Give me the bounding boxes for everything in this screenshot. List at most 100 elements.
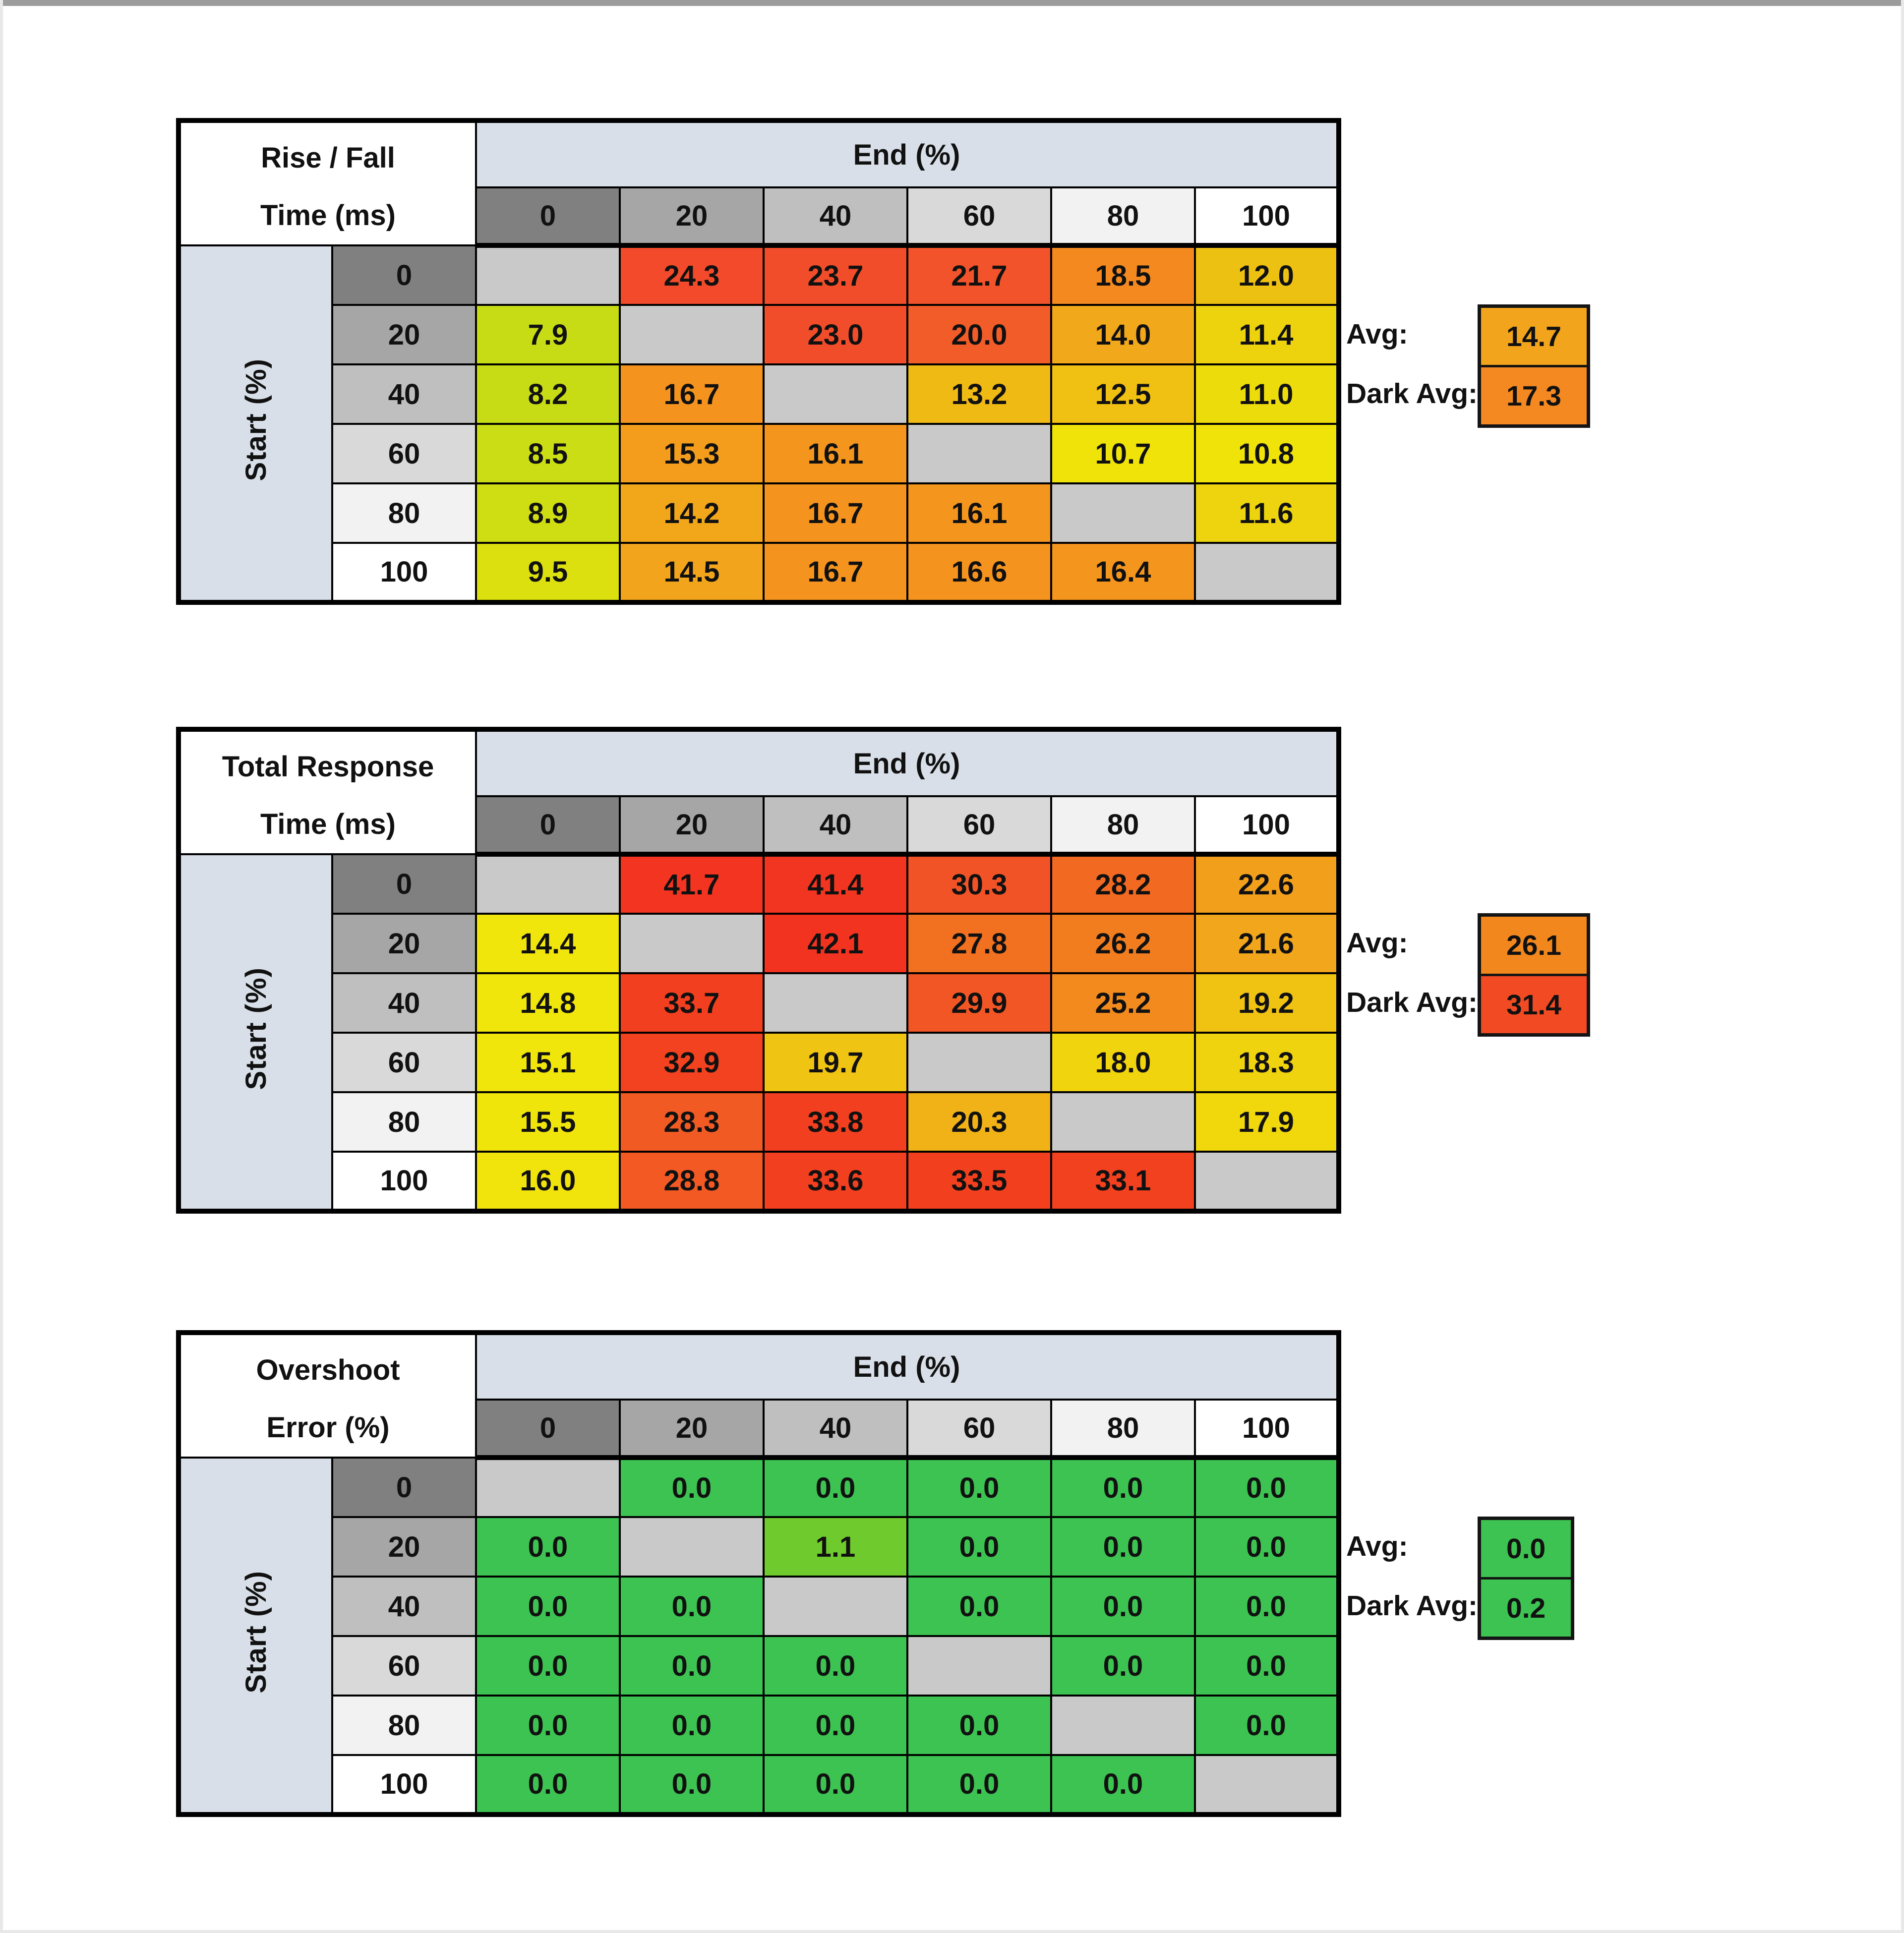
total-response-averages: Avg: Dark Avg: 26.1 31.4: [1346, 913, 1590, 1037]
dark-avg-value: 17.3: [1478, 365, 1590, 427]
data-cell: 24.3: [619, 244, 765, 306]
diagonal-blank-cell: [1194, 1151, 1340, 1212]
data-cell: 0.0: [1194, 1516, 1340, 1578]
data-cell: 0.0: [1194, 1635, 1340, 1697]
diagonal-blank-cell: [475, 853, 621, 915]
data-cell: 33.5: [906, 1151, 1052, 1212]
row-header-0: 0: [331, 244, 477, 306]
data-cell: 27.8: [906, 913, 1052, 974]
data-cell: 0.0: [906, 1695, 1052, 1756]
data-cell: 23.7: [763, 244, 908, 306]
table-title: Overshoot Error (%): [178, 1332, 477, 1459]
diagonal-blank-cell: [1050, 1091, 1196, 1153]
data-cell: 33.8: [763, 1091, 908, 1153]
column-header-60: 60: [906, 186, 1052, 248]
data-cell: 30.3: [906, 853, 1052, 915]
data-cell: 14.5: [619, 542, 765, 603]
row-header-100: 100: [331, 542, 477, 603]
avg-value-box: 26.1 31.4: [1478, 913, 1590, 1037]
data-cell: 19.2: [1194, 972, 1340, 1034]
table-title-line2: Time (ms): [260, 808, 396, 840]
avg-value-box: 0.0 0.2: [1478, 1517, 1575, 1640]
data-cell: 26.2: [1050, 913, 1196, 974]
start-axis-label: Start (%): [178, 1457, 333, 1816]
data-cell: 0.0: [1194, 1457, 1340, 1518]
data-cell: 41.7: [619, 853, 765, 915]
rise-fall-section: Rise / Fall Time (ms) End (%) 0 20 40 60 80 1…: [176, 118, 1590, 605]
avg-label: Avg:: [1346, 318, 1408, 350]
avg-value: 0.0: [1478, 1517, 1574, 1580]
diagonal-blank-cell: [763, 363, 908, 425]
data-cell: 8.9: [475, 482, 621, 544]
column-header-100: 100: [1194, 186, 1340, 248]
data-cell: 14.2: [619, 482, 765, 544]
diagonal-blank-cell: [906, 1635, 1052, 1697]
diagonal-blank-cell: [1050, 482, 1196, 544]
row-header-80: 80: [331, 1695, 477, 1756]
data-cell: 20.0: [906, 304, 1052, 365]
row-header-0: 0: [331, 1457, 477, 1518]
overshoot-table: Overshoot Error (%) End (%) 0 20 40 60 80 100…: [176, 1330, 1341, 1817]
data-cell: 1.1: [763, 1516, 908, 1578]
data-cell: 16.1: [906, 482, 1052, 544]
data-cell: 0.0: [475, 1695, 621, 1756]
row-header-80: 80: [331, 482, 477, 544]
data-cell: 16.1: [763, 423, 908, 484]
row-header-40: 40: [331, 1576, 477, 1637]
data-cell: 42.1: [763, 913, 908, 974]
data-cell: 28.8: [619, 1151, 765, 1212]
data-cell: 0.0: [619, 1576, 765, 1637]
data-cell: 7.9: [475, 304, 621, 365]
data-cell: 16.7: [763, 482, 908, 544]
data-cell: 0.0: [619, 1754, 765, 1816]
data-cell: 28.3: [619, 1091, 765, 1153]
row-header-20: 20: [331, 1516, 477, 1578]
data-cell: 16.0: [475, 1151, 621, 1212]
avg-value: 26.1: [1478, 914, 1590, 976]
data-cell: 18.5: [1050, 244, 1196, 306]
data-cell: 33.6: [763, 1151, 908, 1212]
data-cell: 15.5: [475, 1091, 621, 1153]
diagonal-blank-cell: [1050, 1695, 1196, 1756]
column-header-0: 0: [475, 1399, 621, 1460]
column-header-40: 40: [763, 1399, 908, 1460]
rise-fall-table: Rise / Fall Time (ms) End (%) 0 20 40 60 80 1…: [176, 118, 1341, 605]
table-title-line1: Overshoot: [256, 1353, 400, 1386]
data-cell: 18.0: [1050, 1032, 1196, 1093]
end-axis-label: End (%): [475, 1332, 1340, 1401]
column-header-0: 0: [475, 186, 621, 248]
column-header-40: 40: [763, 795, 908, 857]
table-title-line2: Time (ms): [260, 199, 396, 232]
data-cell: 12.5: [1050, 363, 1196, 425]
row-header-40: 40: [331, 363, 477, 425]
table-title-line1: Total Response: [222, 750, 434, 783]
diagonal-blank-cell: [619, 304, 765, 365]
data-cell: 15.3: [619, 423, 765, 484]
end-axis-label: End (%): [475, 728, 1340, 797]
end-axis-label: End (%): [475, 119, 1340, 188]
table-title: Total Response Time (ms): [178, 728, 477, 855]
data-cell: 8.5: [475, 423, 621, 484]
data-cell: 16.6: [906, 542, 1052, 603]
row-header-60: 60: [331, 1032, 477, 1093]
data-cell: 19.7: [763, 1032, 908, 1093]
data-cell: 0.0: [1194, 1695, 1340, 1756]
data-cell: 32.9: [619, 1032, 765, 1093]
column-header-60: 60: [906, 1399, 1052, 1460]
data-cell: 11.6: [1194, 482, 1340, 544]
start-axis-label: Start (%): [178, 244, 333, 603]
dark-avg-label: Dark Avg:: [1346, 378, 1478, 410]
column-header-60: 60: [906, 795, 1052, 857]
data-cell: 0.0: [475, 1635, 621, 1697]
column-header-80: 80: [1050, 186, 1196, 248]
data-cell: 0.0: [475, 1754, 621, 1816]
start-axis-label: Start (%): [178, 853, 333, 1212]
data-cell: 15.1: [475, 1032, 621, 1093]
row-header-20: 20: [331, 304, 477, 365]
data-cell: 0.0: [1194, 1576, 1340, 1637]
diagonal-blank-cell: [906, 423, 1052, 484]
data-cell: 8.2: [475, 363, 621, 425]
data-cell: 14.4: [475, 913, 621, 974]
data-cell: 10.7: [1050, 423, 1196, 484]
diagonal-blank-cell: [763, 1576, 908, 1637]
